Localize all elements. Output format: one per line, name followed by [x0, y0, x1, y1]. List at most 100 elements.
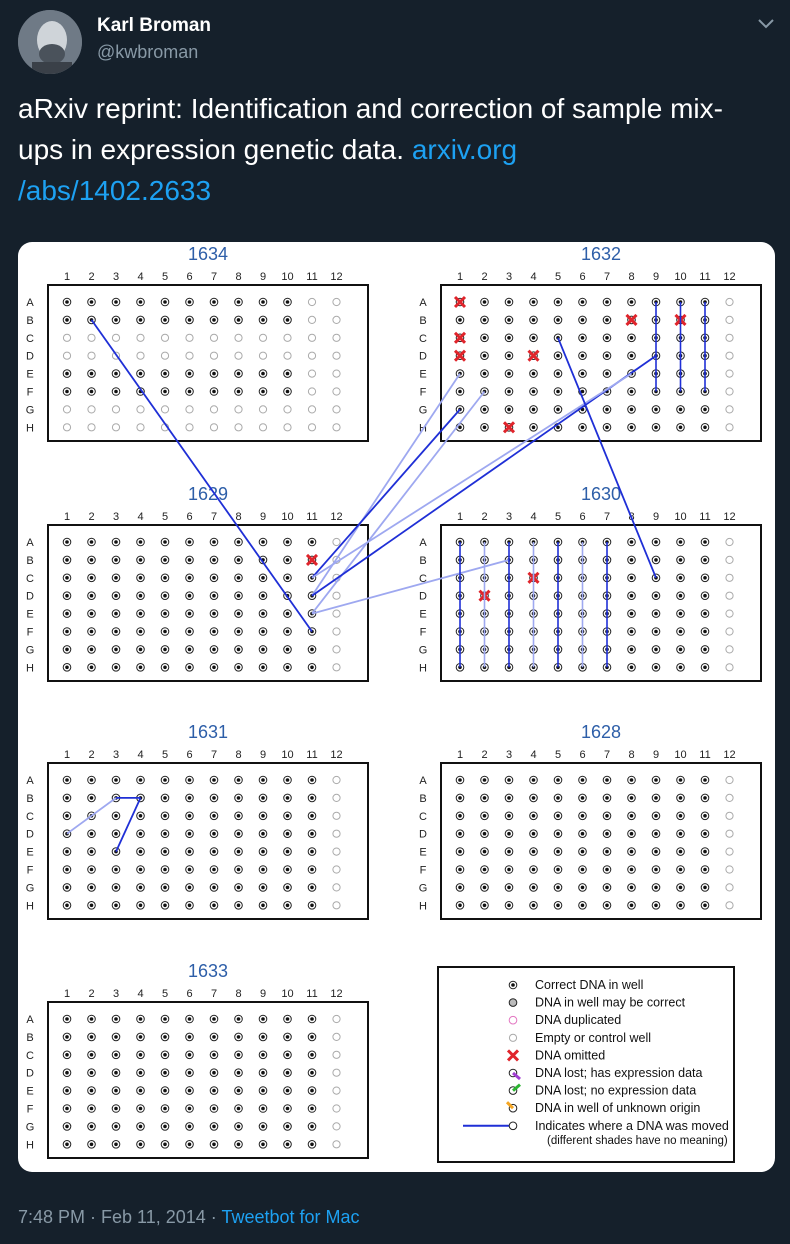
well-dot	[458, 903, 462, 908]
well-dot	[212, 1106, 216, 1111]
well-empty	[725, 555, 734, 564]
well-dot	[654, 407, 658, 412]
well-dot	[629, 831, 634, 836]
well-dot	[629, 425, 634, 430]
well-empty	[258, 333, 268, 342]
well-dot	[605, 353, 609, 358]
client-link[interactable]: Tweetbot for Mac	[221, 1207, 360, 1227]
well-empty	[332, 405, 341, 414]
column-label: 3	[506, 271, 512, 283]
well-dot	[187, 1106, 192, 1111]
well-dot	[654, 903, 658, 908]
column-label: 11	[699, 271, 710, 283]
well-dot	[507, 778, 511, 782]
well-dot	[261, 778, 265, 782]
well-dot	[556, 300, 560, 304]
well-dot	[236, 629, 241, 634]
well-dot	[654, 425, 658, 430]
well-dot	[285, 558, 290, 562]
well-dot	[163, 885, 167, 890]
well-empty	[258, 423, 268, 432]
author-handle[interactable]: @kwbroman	[97, 42, 199, 62]
well-empty	[136, 333, 145, 342]
well-dot	[163, 1035, 167, 1039]
well-dot	[678, 558, 683, 562]
column-label: 4	[137, 271, 143, 283]
omitted-mark	[527, 349, 540, 362]
well-dot	[236, 665, 241, 670]
well-dot	[310, 885, 314, 890]
timestamp[interactable]: 7:48 PM · Feb 11, 2014	[18, 1207, 206, 1227]
well-dot	[531, 336, 536, 340]
well-empty	[62, 333, 72, 342]
well-dot	[187, 558, 192, 562]
well-dot	[654, 885, 658, 890]
well-dot	[580, 831, 585, 836]
well-dot	[580, 814, 585, 818]
well-dot	[629, 647, 634, 652]
tweet-footer: 7:48 PM · Feb 11, 2014 · Tweetbot for Ma…	[18, 1207, 360, 1228]
well-dot	[482, 885, 487, 890]
well-empty	[234, 423, 243, 432]
well-empty	[725, 405, 734, 414]
well-dot	[605, 407, 609, 412]
well-dot	[65, 629, 69, 634]
well-dot	[261, 849, 265, 854]
chevron-down-icon[interactable]	[754, 12, 778, 36]
well-dot	[285, 1088, 290, 1093]
well-dot	[261, 814, 265, 818]
well-empty	[209, 423, 219, 432]
well-dot	[703, 849, 707, 854]
well-dot	[482, 407, 487, 412]
column-label: 4	[137, 749, 143, 761]
well-dot	[285, 778, 290, 782]
move-arrow	[311, 559, 510, 615]
well-dot	[261, 903, 265, 908]
well-empty	[234, 351, 243, 360]
well-dot	[285, 1053, 290, 1057]
well-dot	[89, 831, 94, 836]
column-label: 1	[64, 271, 70, 283]
well-dot	[629, 336, 634, 340]
well-dot	[163, 814, 167, 818]
well-empty	[87, 405, 96, 414]
well-dot	[310, 1106, 314, 1111]
column-label: 10	[281, 749, 293, 761]
well-empty	[258, 351, 268, 360]
tweet-link[interactable]: arxiv.org/abs/1402.2633	[18, 134, 517, 206]
well-dot	[261, 576, 265, 580]
well-dot	[114, 1142, 118, 1147]
legend-symbol	[511, 983, 515, 987]
author-name[interactable]: Karl Broman	[97, 15, 212, 36]
well-dot	[556, 814, 560, 818]
well-dot	[531, 831, 536, 836]
well-dot	[261, 665, 265, 670]
column-label: 9	[260, 988, 266, 1000]
well-empty	[87, 423, 96, 432]
well-dot	[236, 778, 241, 782]
well-dot	[163, 540, 167, 544]
tweet-media-figure[interactable]: 1634 1 2 3 4 5 6 7 8 9 10 11 12 A B C D E F G H 1632 1 2 3 4 5 6 7 8 9…	[18, 242, 775, 1172]
column-label: 12	[330, 988, 342, 1000]
legend-label: DNA in well may be correct	[535, 996, 686, 1010]
well-dot	[507, 885, 511, 890]
column-label: 5	[162, 271, 168, 283]
row-label: E	[26, 847, 33, 859]
well-empty	[332, 811, 341, 820]
well-empty	[332, 865, 341, 874]
well-empty	[332, 1068, 341, 1077]
well-dot	[458, 814, 462, 818]
well-dot	[285, 1070, 290, 1075]
row-label: E	[26, 369, 33, 381]
well-dot	[654, 814, 658, 818]
avatar[interactable]	[18, 10, 82, 74]
well-empty	[136, 405, 145, 414]
column-label: 12	[330, 749, 342, 761]
well-dot	[556, 353, 560, 358]
column-label: 11	[699, 749, 710, 761]
well-dot	[163, 849, 167, 854]
column-label: 5	[162, 511, 168, 523]
well-dot	[187, 1142, 192, 1147]
well-dot	[114, 558, 118, 562]
well-dot	[114, 629, 118, 634]
